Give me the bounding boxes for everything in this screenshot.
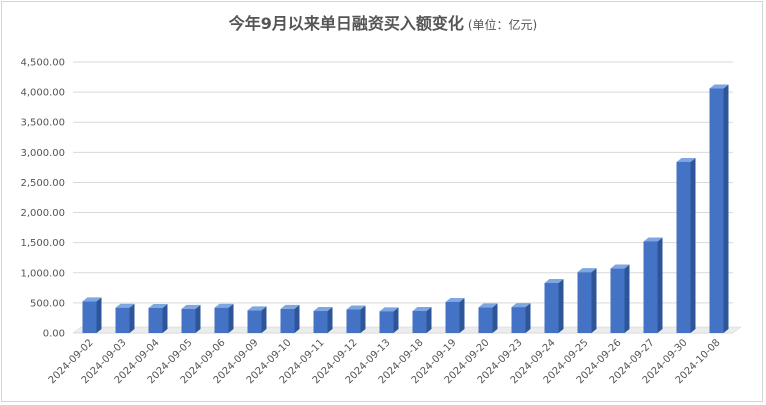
y-tick-label: 4,000.00 [20,88,65,99]
bar-top [148,304,168,309]
bar [544,279,564,333]
bar-top [379,307,399,312]
y-tick-label: 500.00 [30,298,65,309]
bar-top [82,297,102,302]
chart-floor [72,326,742,334]
bar-side [261,306,267,333]
bar-top [445,297,465,302]
bar [643,237,663,333]
bar-side [459,297,465,333]
bar-top [247,306,267,311]
bar-front [643,241,658,333]
bar-side [129,303,135,333]
bar-front [676,161,691,333]
bar [247,306,267,333]
bar [214,303,234,333]
bar [709,84,729,334]
bar-side [162,304,168,333]
bar [181,304,201,333]
bar-top [544,279,564,284]
bar [412,307,432,333]
bar-front [313,311,328,333]
y-tick-label: 2,500.00 [20,178,65,189]
bar [511,303,531,333]
bar [676,157,696,333]
bar-front [181,308,196,333]
y-tick-label: 1,500.00 [20,238,65,249]
bar-top [412,307,432,312]
bar-top [346,305,366,310]
bar-side [96,297,102,333]
bar [280,304,300,333]
bar-side [228,303,234,333]
bar-side [558,279,564,333]
bar-side [393,307,399,333]
bar-side [195,304,201,333]
bar-front [511,307,526,333]
bar-front [214,307,229,333]
bar-top [214,303,234,308]
bar [148,304,168,333]
bar-top [643,237,663,242]
y-tick-label: 4,500.00 [20,58,65,69]
y-tick-label: 2,000.00 [20,208,65,219]
bar-front [247,310,262,333]
bar-side [624,264,630,333]
bar-top [709,84,729,89]
bar-front [346,309,361,333]
bar-top [511,303,531,308]
bar-top [610,264,630,269]
y-tick-label: 1,000.00 [20,268,65,279]
y-tick-label: 0.00 [43,329,65,340]
bar-front [445,301,460,333]
bar-front [115,307,130,333]
bar-side [327,307,333,333]
bar [115,303,135,333]
chart-unit-subtitle: (单位：亿元) [467,18,538,32]
bar-top [577,268,597,273]
bar-side [426,307,432,333]
bar-top [313,307,333,312]
bar-side [657,237,663,333]
bar-front [478,307,493,333]
y-tick-label: 3,500.00 [20,118,65,129]
bar-side [492,303,498,333]
bar-front [82,301,97,333]
bar-side [690,157,696,333]
bar [478,303,498,333]
bar-side [294,304,300,333]
bar [610,264,630,333]
bar-front [379,311,394,333]
bar-front [709,88,724,334]
bar-top [478,303,498,308]
bar-front [544,283,559,333]
bar-front [148,308,163,333]
bar-front [280,308,295,333]
chart-title-text: 今年9月以来单日融资买入额变化 [228,14,464,33]
bar-front [412,311,427,333]
bar [445,297,465,333]
bar-side [525,303,531,333]
bar-top [115,303,135,308]
bar [313,307,333,333]
bar-front [577,272,592,333]
bar-top [181,304,201,309]
bar-front [610,268,625,333]
bar-side [723,84,729,334]
chart-title: 今年9月以来单日融资买入额变化 (单位：亿元) [0,10,766,34]
bar-side [360,305,366,333]
bar-top [280,304,300,309]
bar [82,297,102,333]
bar [379,307,399,333]
bar [577,268,597,333]
bar-side [591,268,597,333]
y-tick-label: 3,000.00 [20,148,65,159]
bar-top [676,157,696,162]
bar [346,305,366,333]
